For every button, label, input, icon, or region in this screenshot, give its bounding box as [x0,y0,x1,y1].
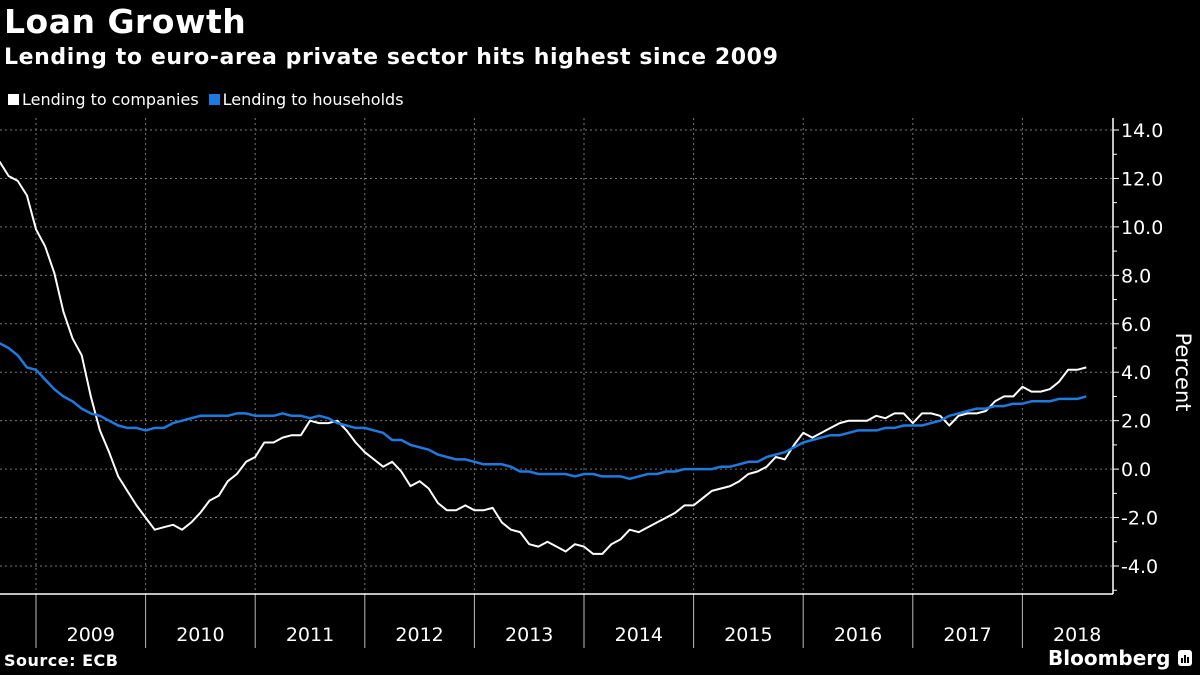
y-tick-label: -2.0 [1121,508,1158,530]
y-tick-label: 8.0 [1121,265,1151,287]
y-tick-label: -4.0 [1121,556,1158,578]
x-tick-label: 2018 [1053,624,1101,646]
legend-label-households: Lending to households [222,90,404,109]
x-tick-label: 2017 [943,624,991,646]
chart-subtitle: Lending to euro-area private sector hits… [4,45,779,70]
y-tick-label: 14.0 [1121,120,1163,142]
y-tick-label: 12.0 [1121,168,1163,190]
legend-label-companies: Lending to companies [22,90,199,109]
legend: Lending to companies Lending to househol… [8,90,414,109]
x-tick-label: 2010 [176,624,224,646]
series-lines [0,160,1087,555]
x-tick-label: 2016 [834,624,882,646]
y-tick-label: 2.0 [1121,411,1151,433]
x-tick-label: 2014 [615,624,663,646]
x-tick-label: 2013 [505,624,553,646]
legend-swatch-households [208,94,220,105]
source-note: Source: ECB [4,651,119,670]
bloomberg-chart-icon [1178,650,1193,666]
x-tick-label: 2015 [724,624,772,646]
y-axis-label: Percent [1171,332,1195,411]
chart-title: Loan Growth [4,2,247,41]
grid [0,118,1113,594]
y-tick-label: 0.0 [1121,459,1151,481]
y-tick-label: 10.0 [1121,217,1163,239]
series-line-households [0,342,1087,481]
y-tick-label: 6.0 [1121,314,1151,336]
y-tick-label: 4.0 [1121,362,1151,384]
x-tick-label: 2011 [286,624,334,646]
series-line-companies [0,160,1087,555]
axes: 14.0 12.0 10.0 8.0 6.0 4.0 2.0 0.0 -2.0 -4.0 2009 2… [0,118,1163,648]
legend-swatch-companies [8,94,19,105]
x-tick-label: 2009 [67,624,115,646]
legend-item-households: Lending to households [208,90,404,109]
legend-item-companies: Lending to companies [8,90,199,109]
bloomberg-logo: Bloomberg [1048,646,1193,670]
x-tick-label: 2012 [395,624,443,646]
brand-name: Bloomberg [1048,646,1171,670]
